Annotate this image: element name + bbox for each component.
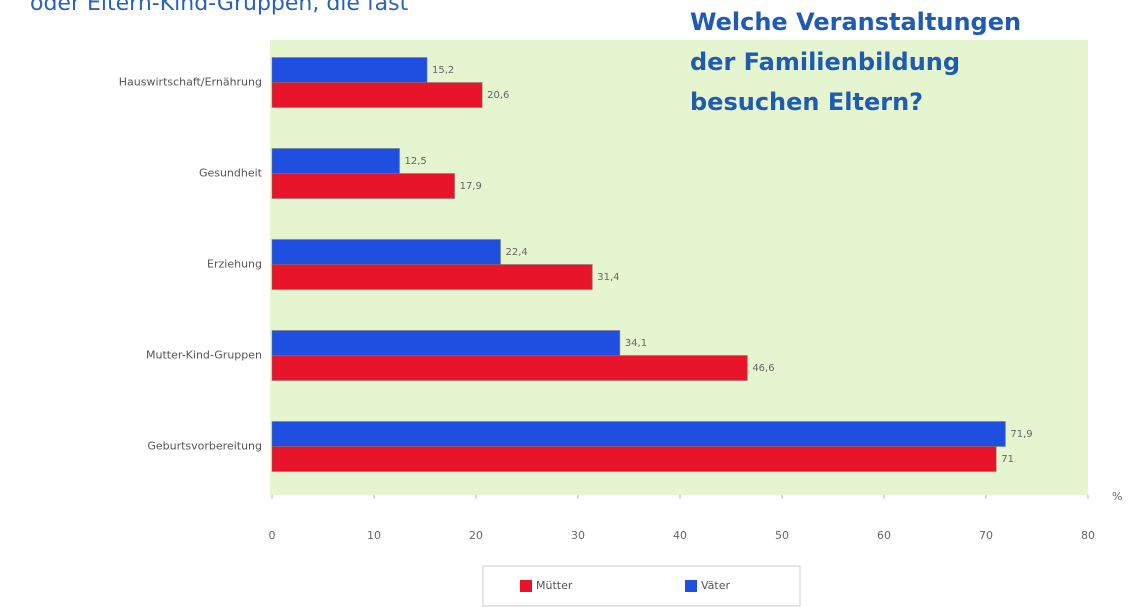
y-tick-label: Hauswirtschaft/Ernährung [119,76,262,89]
x-tick-label: 10 [367,529,381,542]
x-tick-label: 80 [1081,529,1095,542]
bar [271,57,428,83]
legend-label: Mütter [536,579,573,592]
bar [271,82,483,108]
value-label: 17,9 [460,181,482,192]
bar [271,148,400,174]
bar [271,264,593,290]
x-axis-label: % [1112,490,1122,503]
chart-title: der Familienbildung [690,48,960,76]
bar [271,330,621,356]
x-tick-label: 40 [673,529,687,542]
chart-title: besuchen Eltern? [690,88,923,116]
legend-box [482,565,801,607]
value-label: 15,2 [432,65,454,76]
value-label: 71 [1001,454,1014,465]
value-label: 31,4 [597,272,619,283]
bar [271,355,748,381]
y-tick-label: Gesundheit [199,167,263,180]
bar [271,239,501,265]
value-label: 20,6 [487,90,509,101]
x-tick-label: 50 [775,529,789,542]
legend-swatch [520,580,532,592]
y-tick-label: Mutter-Kind-Gruppen [146,349,262,362]
bar [271,173,456,199]
intro-text: oder Eltern-Kind-Gruppen, die fast [30,0,409,16]
legend-label: Väter [701,579,730,592]
value-label: 71,9 [1010,429,1032,440]
x-tick-label: 30 [571,529,585,542]
x-tick-label: 0 [269,529,276,542]
bar [271,446,997,472]
y-tick-label: Erziehung [207,258,262,271]
x-tick-label: 70 [979,529,993,542]
value-label: 12,5 [405,156,427,167]
y-tick-label: Geburtsvorbereitung [147,440,262,453]
value-label: 34,1 [625,338,647,349]
x-tick-label: 60 [877,529,891,542]
value-label: 46,6 [752,363,774,374]
chart-title: Welche Veranstaltungen [690,8,1021,36]
bar [271,421,1006,447]
legend-swatch [685,580,697,592]
value-label: 22,4 [505,247,527,258]
x-tick-label: 20 [469,529,483,542]
